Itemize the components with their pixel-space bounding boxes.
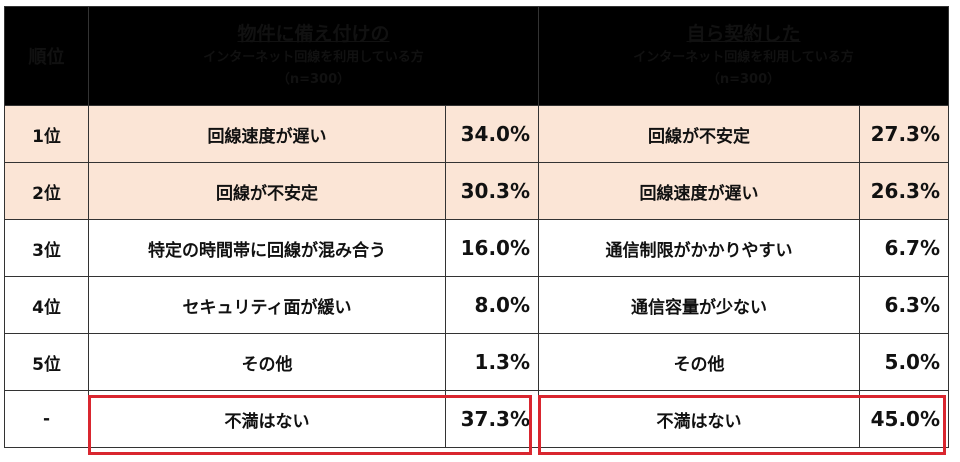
- rank-cell: 5位: [4, 333, 89, 391]
- left-percent-cell: 8.0%: [445, 276, 539, 334]
- left-group-header: 物件に備え付けの インターネット回線を利用している方 （n=300）: [88, 6, 539, 106]
- left-group-sample-size: （n=300）: [276, 72, 351, 87]
- header-row: 順位 物件に備え付けの インターネット回線を利用している方 （n=300） 自ら…: [4, 6, 949, 106]
- table-row: 2位 回線が不安定 30.3% 回線速度が遅い 26.3%: [4, 162, 949, 220]
- rank-column-header: 順位: [4, 6, 89, 106]
- right-item-cell: 不満はない: [538, 390, 860, 448]
- table-row: - 不満はない 37.3% 不満はない 45.0%: [4, 390, 949, 448]
- right-group-header: 自ら契約した インターネット回線を利用している方 （n=300）: [538, 6, 949, 106]
- table-row: 4位 セキュリティ面が緩い 8.0% 通信容量が少ない 6.3%: [4, 276, 949, 334]
- right-item-cell: 通信容量が少ない: [538, 276, 860, 334]
- right-group-title: 自ら契約した: [686, 23, 801, 45]
- right-group-sample-size: （n=300）: [706, 72, 781, 87]
- right-group-subtitle: インターネット回線を利用している方: [633, 50, 854, 65]
- right-item-cell: 回線速度が遅い: [538, 162, 860, 220]
- left-item-cell: その他: [88, 333, 446, 391]
- rank-cell: -: [4, 390, 89, 448]
- rank-cell: 3位: [4, 219, 89, 277]
- right-percent-cell: 27.3%: [859, 105, 949, 163]
- left-group-title: 物件に備え付けの: [237, 23, 390, 45]
- right-item-cell: 通信制限がかかりやすい: [538, 219, 860, 277]
- left-item-cell: セキュリティ面が緩い: [88, 276, 446, 334]
- right-item-cell: 回線が不安定: [538, 105, 860, 163]
- left-percent-cell: 30.3%: [445, 162, 539, 220]
- rank-cell: 2位: [4, 162, 89, 220]
- right-percent-cell: 26.3%: [859, 162, 949, 220]
- right-item-cell: その他: [538, 333, 860, 391]
- left-item-cell: 特定の時間帯に回線が混み合う: [88, 219, 446, 277]
- rank-cell: 1位: [4, 105, 89, 163]
- left-percent-cell: 37.3%: [445, 390, 539, 448]
- left-item-cell: 回線速度が遅い: [88, 105, 446, 163]
- table-row: 3位 特定の時間帯に回線が混み合う 16.0% 通信制限がかかりやすい 6.7%: [4, 219, 949, 277]
- left-group-subtitle: インターネット回線を利用している方: [203, 50, 424, 65]
- rank-cell: 4位: [4, 276, 89, 334]
- table-row: 5位 その他 1.3% その他 5.0%: [4, 333, 949, 391]
- right-percent-cell: 45.0%: [859, 390, 949, 448]
- left-item-cell: 不満はない: [88, 390, 446, 448]
- left-percent-cell: 34.0%: [445, 105, 539, 163]
- right-percent-cell: 6.7%: [859, 219, 949, 277]
- table-row: 1位 回線速度が遅い 34.0% 回線が不安定 27.3%: [4, 105, 949, 163]
- left-percent-cell: 1.3%: [445, 333, 539, 391]
- left-percent-cell: 16.0%: [445, 219, 539, 277]
- right-percent-cell: 5.0%: [859, 333, 949, 391]
- right-percent-cell: 6.3%: [859, 276, 949, 334]
- ranking-table: 順位 物件に備え付けの インターネット回線を利用している方 （n=300） 自ら…: [4, 6, 949, 448]
- left-item-cell: 回線が不安定: [88, 162, 446, 220]
